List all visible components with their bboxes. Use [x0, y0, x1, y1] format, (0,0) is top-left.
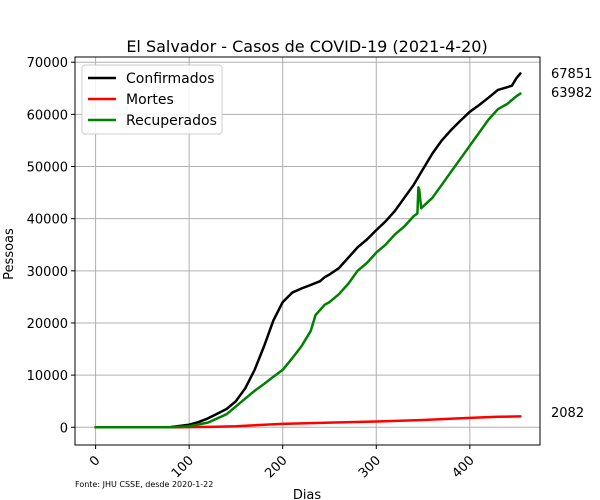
legend-label-mortes: Mortes [126, 92, 174, 108]
series-line-mortes [94, 415, 522, 429]
legend-box [81, 64, 223, 135]
series-lines [94, 72, 522, 429]
x-tick-label: 300 [356, 453, 384, 481]
source-note: Fonte: JHU CSSE, desde 2020-1-22 [75, 480, 213, 489]
legend-label-recuperados: Recuperados [126, 113, 217, 129]
y-tick-label: 60000 [27, 108, 68, 123]
series-line-confirmados [94, 72, 522, 429]
legend-label-confirmados: Confirmados [126, 71, 215, 87]
y-tick-label: 20000 [27, 317, 68, 332]
y-tick-label: 40000 [27, 213, 68, 228]
end-label-mortes: 2082 [551, 406, 584, 421]
chart-title: El Salvador - Casos de COVID-19 (2021-4-… [126, 37, 487, 56]
x-tick-label: 0 [87, 453, 103, 469]
y-tick-label: 70000 [27, 56, 68, 71]
y-tick-label: 10000 [27, 369, 68, 384]
x-tick-label: 200 [262, 453, 290, 481]
y-tick-label: 30000 [27, 265, 68, 280]
axis-ticks: 0 100 200 300 400 0 10000 20000 30000 40000 50000 6… [27, 56, 478, 481]
x-axis-label: Dias [293, 488, 322, 500]
series-line-recuperados [94, 92, 522, 429]
end-label-recuperados: 63982 [551, 86, 592, 101]
y-tick-label: 50000 [27, 161, 68, 176]
plot-area-frame [74, 56, 541, 446]
legend: Confirmados Mortes Recuperados [81, 64, 223, 135]
end-label-confirmados: 67851 [551, 67, 592, 82]
x-tick-label: 100 [169, 453, 197, 481]
x-tick-label: 400 [449, 453, 477, 481]
y-tick-label: 0 [60, 421, 68, 436]
y-axis-label: Pessoas [2, 228, 17, 280]
